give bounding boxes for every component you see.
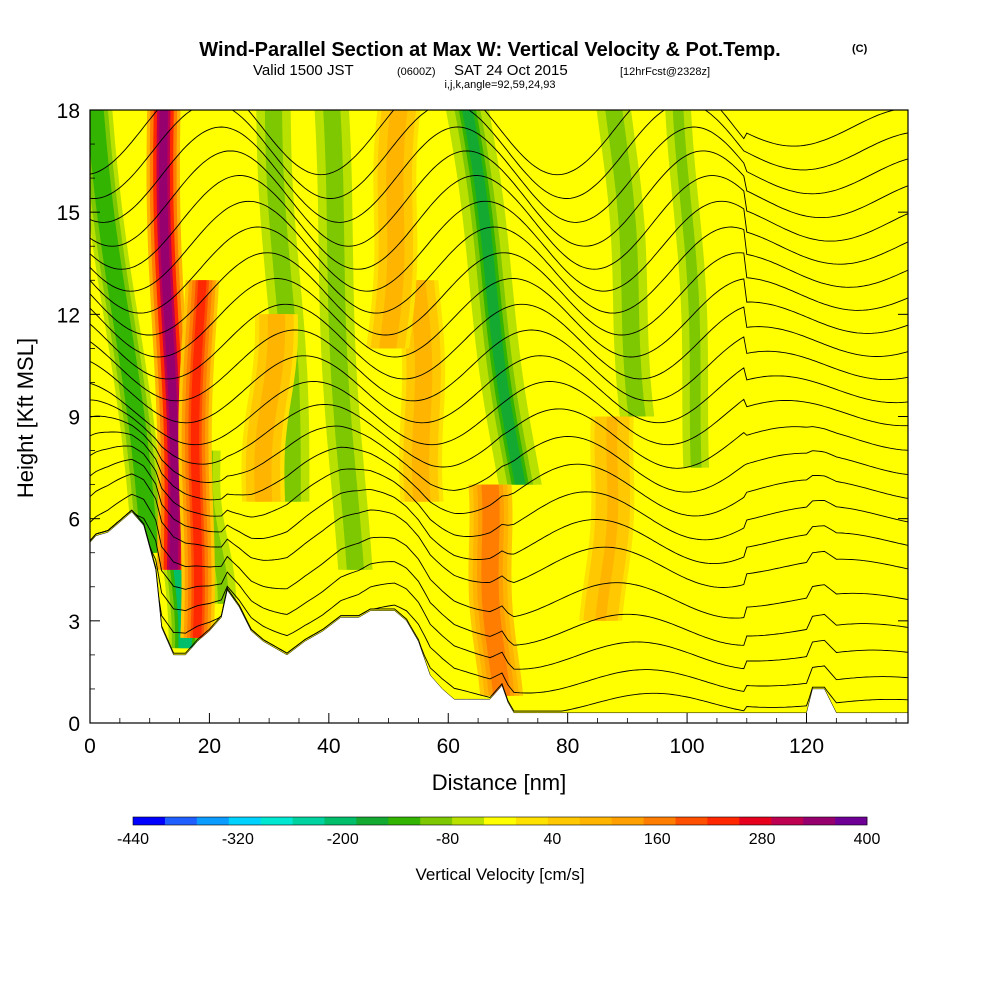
- isentrope-line-3: [90, 509, 908, 646]
- updraft-band-2-level-4: [484, 484, 508, 696]
- isentrope-line-20: [90, 150, 908, 247]
- isentrope-line-10: [90, 399, 908, 469]
- x-tick-label-4: 80: [556, 735, 579, 758]
- colorbar: -440 -320 -200 -80 40 160 280 400: [117, 816, 881, 848]
- colorbar-title: Vertical Velocity [cm/s]: [415, 865, 584, 884]
- colorbar-swatch-8: [388, 817, 421, 825]
- colorbar-swatch-12: [515, 817, 549, 825]
- colorbar-swatch-1: [164, 817, 198, 825]
- colorbar-swatch-4: [260, 817, 293, 825]
- isentrope-line-15: [90, 278, 908, 358]
- y-axis: 0 3 6 9 12 15 18: [57, 100, 908, 736]
- colorbar-swatch-13: [547, 817, 581, 825]
- isentrope-line-1: [90, 509, 908, 694]
- updraft-band-5-level-4: [595, 416, 619, 621]
- subtitle-valid-time: Valid 1500 JST: [253, 62, 354, 79]
- colorbar-swatch-17: [675, 817, 708, 825]
- isentrope-line-2: [90, 509, 908, 670]
- colorbar-frame: [132, 816, 868, 826]
- y-tick-label-2: 6: [68, 509, 80, 532]
- x-axis: 0 20 40 60 80 100 120: [84, 713, 897, 758]
- colorbar-tick-label-2: -200: [327, 831, 359, 848]
- y-tick-label-4: 12: [57, 304, 80, 327]
- isentrope-line-22: [90, 110, 908, 199]
- y-tick-label-3: 9: [68, 407, 80, 430]
- subtitle-utc-time: (0600Z): [397, 66, 436, 78]
- colorbar-tick-label-0: -440: [117, 831, 149, 848]
- isentrope-line-13: [90, 329, 908, 402]
- downdraft-band-2-level-4: [326, 110, 361, 570]
- plot-area: [90, 110, 908, 723]
- chart-subtitle: Valid 1500 JST (0600Z) SAT 24 Oct 2015 […: [253, 62, 710, 79]
- terrain-mask: [90, 511, 908, 723]
- isentrope-line-8: [90, 431, 908, 517]
- isentrope-line-19: [90, 175, 908, 270]
- isentrope-line-6: [90, 458, 908, 565]
- x-tick-label-2: 40: [317, 735, 340, 758]
- colorbar-tick-label-5: 160: [644, 831, 671, 848]
- downdraft-band-3-level-4: [462, 110, 526, 485]
- downdraft-band-0-level-4: [90, 110, 156, 553]
- updraft-band-6-level-4: [382, 110, 405, 349]
- isentrope-line-4: [90, 493, 908, 619]
- x-axis-label: Distance [nm]: [432, 770, 567, 795]
- colorbar-swatch-19: [739, 817, 772, 825]
- y-tick-label-1: 3: [68, 611, 80, 634]
- colorbar-tick-label-3: -80: [436, 831, 459, 848]
- colorbar-swatch-11: [484, 817, 517, 825]
- isentrope-line-9: [90, 415, 908, 493]
- colorbar-swatch-7: [356, 817, 389, 825]
- chart-title-mark: (C): [852, 43, 868, 55]
- isentrope-line-7: [90, 445, 908, 541]
- colorbar-tick-label-6: 280: [749, 831, 776, 848]
- isentrope-line-11: [90, 381, 908, 446]
- y-axis-label: Height [Kft MSL]: [13, 338, 38, 498]
- updraft-band-0-level-4: [159, 110, 179, 570]
- subtitle-forecast: [12hrFcst@2328z]: [620, 66, 710, 78]
- colorbar-swatch-9: [420, 817, 453, 825]
- colorbar-swatch-15: [611, 817, 645, 825]
- isentrope-line-23: [90, 110, 897, 176]
- isentrope-line-12: [90, 355, 908, 424]
- updraft-band-3-level-4: [257, 314, 282, 502]
- colorbar-swatch-16: [643, 817, 676, 825]
- y-tick-label-6: 18: [57, 100, 80, 123]
- updraft-band-4-level-4: [411, 280, 430, 502]
- x-tick-label-3: 60: [437, 735, 460, 758]
- isentrope-line-16: [90, 252, 908, 336]
- colorbar-swatch-22: [835, 817, 868, 825]
- colorbar-swatch-14: [579, 817, 613, 825]
- isentrope-line-17: [90, 226, 908, 314]
- potential-temperature-contours: [90, 110, 908, 712]
- colorbar-swatch-5: [292, 817, 325, 825]
- x-tick-label-0: 0: [84, 735, 96, 758]
- colorbar-swatch-6: [324, 817, 357, 825]
- isentrope-line-5: [90, 473, 908, 588]
- isentrope-line-14: [90, 303, 908, 380]
- x-tick-label-1: 20: [198, 735, 221, 758]
- isentrope-line-21: [90, 126, 908, 223]
- y-tick-label-0: 0: [68, 713, 80, 736]
- subtitle-date: SAT 24 Oct 2015: [454, 62, 568, 79]
- colorbar-tick-label-1: -320: [222, 831, 254, 848]
- y-tick-label-5: 15: [57, 202, 80, 225]
- x-tick-label-5: 100: [670, 735, 705, 758]
- x-tick-label-6: 120: [789, 735, 824, 758]
- colorbar-swatch-0: [133, 817, 166, 825]
- colorbar-swatch-20: [771, 817, 804, 825]
- chart-title: Wind-Parallel Section at Max W: Vertical…: [199, 39, 780, 61]
- colorbar-tick-label-4: 40: [544, 831, 562, 848]
- isentrope-line-18: [90, 200, 908, 292]
- colorbar-tick-label-7: 400: [854, 831, 881, 848]
- colorbar-swatch-2: [196, 817, 230, 825]
- colorbar-swatch-18: [707, 817, 740, 825]
- chart-ijk-line: i,j,k,angle=92,59,24,93: [444, 79, 555, 91]
- vertical-velocity-field: [90, 110, 718, 696]
- colorbar-swatch-3: [228, 817, 262, 825]
- colorbar-swatch-21: [803, 817, 836, 825]
- colorbar-swatch-10: [452, 817, 485, 825]
- downdraft-band-4-level-4: [608, 110, 643, 417]
